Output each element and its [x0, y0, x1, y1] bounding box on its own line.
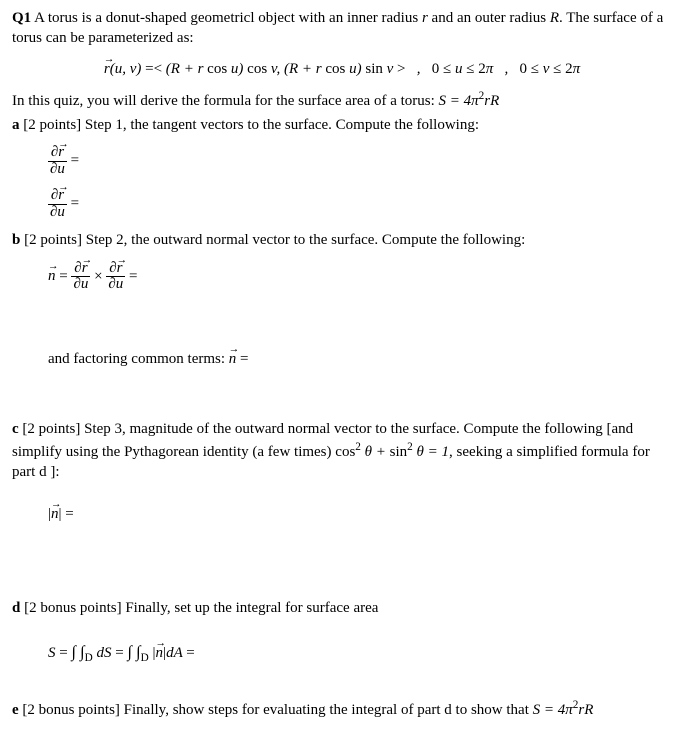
- part-e-label: e: [12, 702, 19, 718]
- q1-label: Q1: [12, 10, 31, 26]
- part-b-points: [2 points]: [24, 232, 82, 248]
- part-a-eq1: ∂r∂u =: [48, 145, 672, 178]
- eq-sign: =: [71, 195, 79, 211]
- part-b-text: Step 2, the outward normal vector to the…: [82, 232, 525, 248]
- part-d-integral: S = ∫ ∫D dS = ∫ ∫D |n|dA =: [48, 641, 672, 666]
- part-d: d [2 bonus points] Finally, set up the i…: [12, 598, 672, 618]
- q1-quiz-intro: In this quiz, you will derive the formul…: [12, 89, 672, 111]
- eq-sign: =: [129, 268, 137, 284]
- times-sign: ×: [94, 268, 106, 284]
- part-e-points: [2 bonus points]: [22, 702, 120, 718]
- part-d-points: [2 bonus points]: [24, 600, 122, 616]
- q1-quiz-intro-text: In this quiz, you will derive the formul…: [12, 93, 439, 109]
- q1-surface-formula: S = 4π2rR: [439, 93, 500, 109]
- q1-intro-text2: and an outer radius: [428, 10, 550, 26]
- q1-R-big: R: [550, 10, 559, 26]
- part-b-factor: and factoring common terms: n =: [48, 349, 672, 369]
- part-c-eq: |n| =: [48, 504, 672, 524]
- part-b-eq: n = ∂r∂u × ∂r∂u =: [48, 261, 672, 294]
- part-c-pythag: cos2 θ + sin2 θ = 1: [335, 444, 449, 460]
- q1-intro-text1: A torus is a donut-shaped geometricl obj…: [34, 10, 422, 26]
- part-c-label: c: [12, 421, 19, 437]
- part-c: c [2 points] Step 3, magnitude of the ou…: [12, 419, 672, 482]
- q1-param-equation: r(u, v) =< (R + r cos u) cos v, (R + r c…: [12, 59, 672, 79]
- part-a-points: [2 points]: [23, 117, 81, 133]
- part-e: e [2 bonus points] Finally, show steps f…: [12, 698, 672, 720]
- part-a: a [2 points] Step 1, the tangent vectors…: [12, 115, 672, 135]
- q1-intro: Q1 A torus is a donut-shaped geometricl …: [12, 8, 672, 49]
- part-e-text: Finally, show steps for evaluating the i…: [120, 702, 533, 718]
- eq-sign: =: [71, 153, 79, 169]
- part-b-factor-text: and factoring common terms:: [48, 351, 229, 367]
- part-e-formula: S = 4π2rR: [533, 702, 594, 718]
- part-a-eq2: ∂r∂u =: [48, 188, 672, 221]
- part-b: b [2 points] Step 2, the outward normal …: [12, 230, 672, 250]
- part-a-text: Step 1, the tangent vectors to the surfa…: [81, 117, 479, 133]
- part-c-points: [2 points]: [22, 421, 80, 437]
- part-a-label: a: [12, 117, 20, 133]
- part-d-label: d: [12, 600, 20, 616]
- part-b-label: b: [12, 232, 20, 248]
- part-d-text: Finally, set up the integral for surface…: [122, 600, 379, 616]
